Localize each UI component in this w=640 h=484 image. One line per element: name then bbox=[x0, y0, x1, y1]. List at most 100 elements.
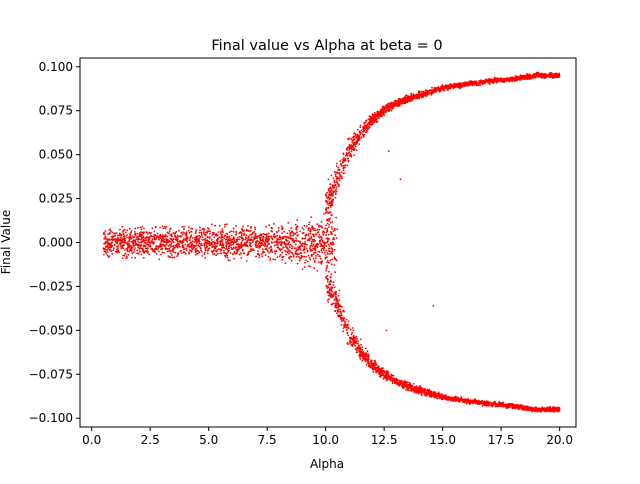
data-point bbox=[117, 247, 119, 250]
data-point bbox=[318, 226, 320, 228]
data-point bbox=[495, 82, 498, 84]
data-point bbox=[338, 185, 340, 188]
data-point bbox=[180, 235, 183, 237]
data-point bbox=[320, 248, 323, 250]
data-point bbox=[264, 254, 267, 256]
data-point bbox=[449, 83, 451, 86]
data-point bbox=[107, 242, 110, 244]
data-point bbox=[330, 252, 332, 255]
data-point bbox=[140, 233, 143, 236]
data-point bbox=[308, 238, 311, 241]
data-point bbox=[224, 234, 227, 237]
data-point bbox=[333, 238, 335, 241]
data-point bbox=[138, 238, 141, 241]
data-point bbox=[211, 246, 214, 249]
data-point bbox=[435, 90, 438, 93]
data-point bbox=[170, 254, 173, 256]
data-point bbox=[533, 72, 535, 75]
data-point bbox=[159, 236, 162, 239]
data-point bbox=[190, 235, 192, 238]
data-point bbox=[387, 109, 390, 112]
data-point bbox=[332, 294, 335, 297]
data-point bbox=[228, 235, 231, 238]
data-point bbox=[130, 256, 133, 259]
data-point bbox=[249, 233, 252, 236]
data-point bbox=[183, 248, 186, 251]
data-point bbox=[397, 105, 399, 108]
data-point bbox=[180, 231, 183, 234]
data-point bbox=[314, 251, 317, 254]
data-point bbox=[233, 238, 235, 241]
data-point bbox=[331, 227, 333, 230]
data-point bbox=[235, 230, 238, 233]
data-point bbox=[206, 252, 209, 255]
data-point bbox=[240, 233, 243, 235]
data-point bbox=[201, 236, 204, 239]
data-point bbox=[207, 236, 210, 239]
data-point bbox=[147, 233, 149, 235]
data-point bbox=[520, 77, 522, 79]
data-point bbox=[303, 245, 306, 248]
data-point bbox=[408, 389, 410, 392]
data-point bbox=[332, 194, 334, 197]
data-point bbox=[170, 242, 173, 245]
data-point bbox=[167, 244, 170, 247]
data-point bbox=[406, 97, 409, 100]
data-point bbox=[333, 186, 335, 189]
data-point bbox=[336, 312, 338, 314]
data-point bbox=[268, 243, 270, 246]
data-point bbox=[315, 245, 317, 248]
data-point bbox=[437, 391, 440, 394]
data-point bbox=[547, 75, 549, 77]
data-point bbox=[302, 232, 305, 234]
data-point bbox=[165, 243, 168, 246]
data-point bbox=[137, 252, 140, 255]
data-point bbox=[304, 242, 306, 245]
data-point bbox=[264, 236, 267, 239]
data-point bbox=[404, 100, 406, 103]
data-point bbox=[237, 238, 239, 241]
data-point bbox=[308, 227, 311, 230]
data-point bbox=[185, 234, 188, 237]
data-point bbox=[160, 235, 162, 238]
data-point bbox=[144, 244, 147, 247]
data-point bbox=[241, 239, 244, 242]
data-point bbox=[327, 253, 329, 255]
data-point bbox=[336, 181, 338, 184]
data-point bbox=[346, 164, 349, 167]
data-point bbox=[318, 251, 321, 253]
data-point bbox=[340, 175, 343, 178]
data-point bbox=[185, 249, 188, 252]
data-point bbox=[143, 240, 145, 242]
data-point bbox=[258, 256, 261, 258]
data-point bbox=[379, 114, 381, 117]
data-point bbox=[151, 235, 154, 238]
data-point bbox=[350, 147, 353, 150]
data-point bbox=[328, 220, 330, 222]
data-point bbox=[325, 234, 327, 237]
data-point bbox=[154, 247, 157, 250]
data-point bbox=[541, 73, 543, 76]
data-point bbox=[554, 73, 556, 76]
data-point bbox=[330, 203, 333, 206]
data-point bbox=[496, 79, 499, 82]
data-point bbox=[504, 78, 507, 81]
data-point bbox=[168, 240, 170, 243]
data-point bbox=[194, 239, 197, 242]
data-point bbox=[461, 85, 464, 88]
data-point bbox=[195, 235, 198, 238]
data-point bbox=[213, 236, 216, 239]
data-point bbox=[261, 238, 264, 241]
data-point bbox=[239, 244, 242, 246]
data-point bbox=[161, 251, 164, 254]
data-point bbox=[314, 229, 317, 232]
data-point bbox=[270, 226, 273, 229]
data-point bbox=[322, 233, 325, 236]
data-point bbox=[374, 118, 377, 121]
data-point bbox=[404, 96, 407, 99]
data-point bbox=[162, 243, 165, 246]
data-point bbox=[425, 394, 428, 396]
data-point bbox=[352, 136, 354, 139]
data-point bbox=[322, 230, 325, 233]
data-point bbox=[254, 233, 257, 235]
